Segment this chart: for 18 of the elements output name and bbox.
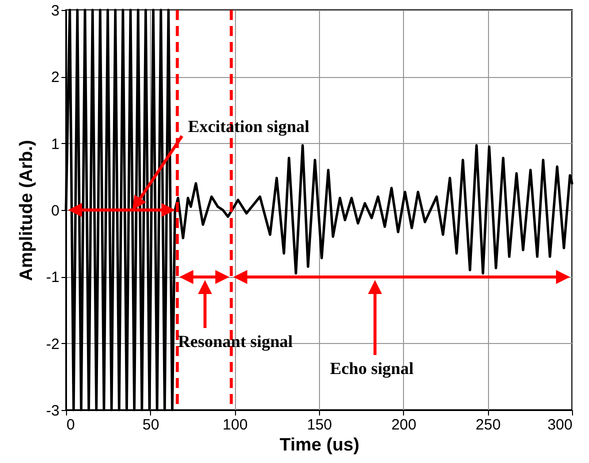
y-tick-label: 3 bbox=[51, 2, 60, 20]
y-tick-label: -1 bbox=[46, 269, 60, 286]
x-tick-label: 200 bbox=[391, 416, 416, 434]
x-tick-label: 100 bbox=[222, 416, 248, 434]
x-tick-label: 0 bbox=[66, 416, 75, 434]
x-axis-title: Time (us) bbox=[280, 434, 360, 454]
x-tick-label: 150 bbox=[306, 416, 332, 434]
x-tick-label: 300 bbox=[547, 416, 572, 434]
y-axis-title: Amplitude (Arb.) bbox=[16, 140, 36, 281]
x-tick-label: 250 bbox=[476, 416, 501, 434]
y-tick-label: 1 bbox=[51, 136, 60, 153]
y-tick-label: 0 bbox=[51, 202, 60, 220]
annotation: Echo signal bbox=[330, 359, 414, 378]
y-tick-label: -3 bbox=[46, 402, 60, 420]
y-tick-label: 2 bbox=[51, 69, 60, 86]
annotation: Resonant signal bbox=[178, 332, 294, 351]
x-tick-label: 50 bbox=[142, 416, 160, 434]
y-tick-label: -2 bbox=[46, 336, 60, 353]
